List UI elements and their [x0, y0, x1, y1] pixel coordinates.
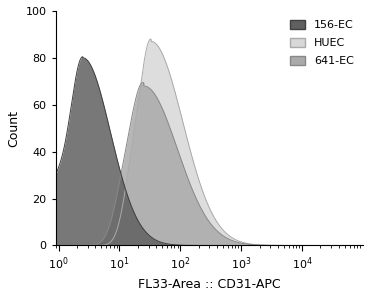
X-axis label: FL33-Area :: CD31-APC: FL33-Area :: CD31-APC	[138, 278, 280, 291]
Y-axis label: Count: Count	[7, 110, 20, 147]
Legend: 156-EC, HUEC, 641-EC: 156-EC, HUEC, 641-EC	[286, 16, 357, 69]
